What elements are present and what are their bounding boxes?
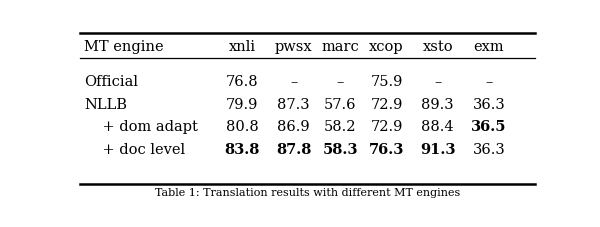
Text: –: – <box>290 74 297 88</box>
Text: MT engine: MT engine <box>84 39 164 53</box>
Text: exm: exm <box>473 39 504 53</box>
Text: 57.6: 57.6 <box>324 97 356 111</box>
Text: –: – <box>337 74 344 88</box>
Text: 80.8: 80.8 <box>226 120 259 134</box>
Text: 76.8: 76.8 <box>226 74 259 88</box>
Text: + dom adapt: + dom adapt <box>84 120 198 134</box>
Text: 88.4: 88.4 <box>421 120 454 134</box>
Text: 83.8: 83.8 <box>225 143 260 157</box>
Text: –: – <box>485 74 493 88</box>
Text: –: – <box>434 74 442 88</box>
Text: 89.3: 89.3 <box>421 97 454 111</box>
Text: pwsx: pwsx <box>275 39 313 53</box>
Text: 91.3: 91.3 <box>420 143 455 157</box>
Text: 36.5: 36.5 <box>471 120 506 134</box>
Text: 72.9: 72.9 <box>370 97 403 111</box>
Text: + doc level: + doc level <box>84 143 185 157</box>
Text: 72.9: 72.9 <box>370 120 403 134</box>
Text: Official: Official <box>84 74 139 88</box>
Text: 87.3: 87.3 <box>277 97 310 111</box>
Text: 36.3: 36.3 <box>472 97 505 111</box>
Text: 58.2: 58.2 <box>324 120 356 134</box>
Text: 58.3: 58.3 <box>322 143 358 157</box>
Text: NLLB: NLLB <box>84 97 127 111</box>
Text: 79.9: 79.9 <box>226 97 259 111</box>
Text: xsto: xsto <box>422 39 453 53</box>
Text: 75.9: 75.9 <box>370 74 403 88</box>
Text: marc: marc <box>321 39 359 53</box>
Text: 86.9: 86.9 <box>277 120 310 134</box>
Text: xcop: xcop <box>369 39 404 53</box>
Text: xnli: xnli <box>229 39 256 53</box>
Text: 76.3: 76.3 <box>369 143 404 157</box>
Text: 87.8: 87.8 <box>276 143 311 157</box>
Text: Table 1: Translation results with different MT engines: Table 1: Translation results with differ… <box>155 187 460 197</box>
Text: 36.3: 36.3 <box>472 143 505 157</box>
